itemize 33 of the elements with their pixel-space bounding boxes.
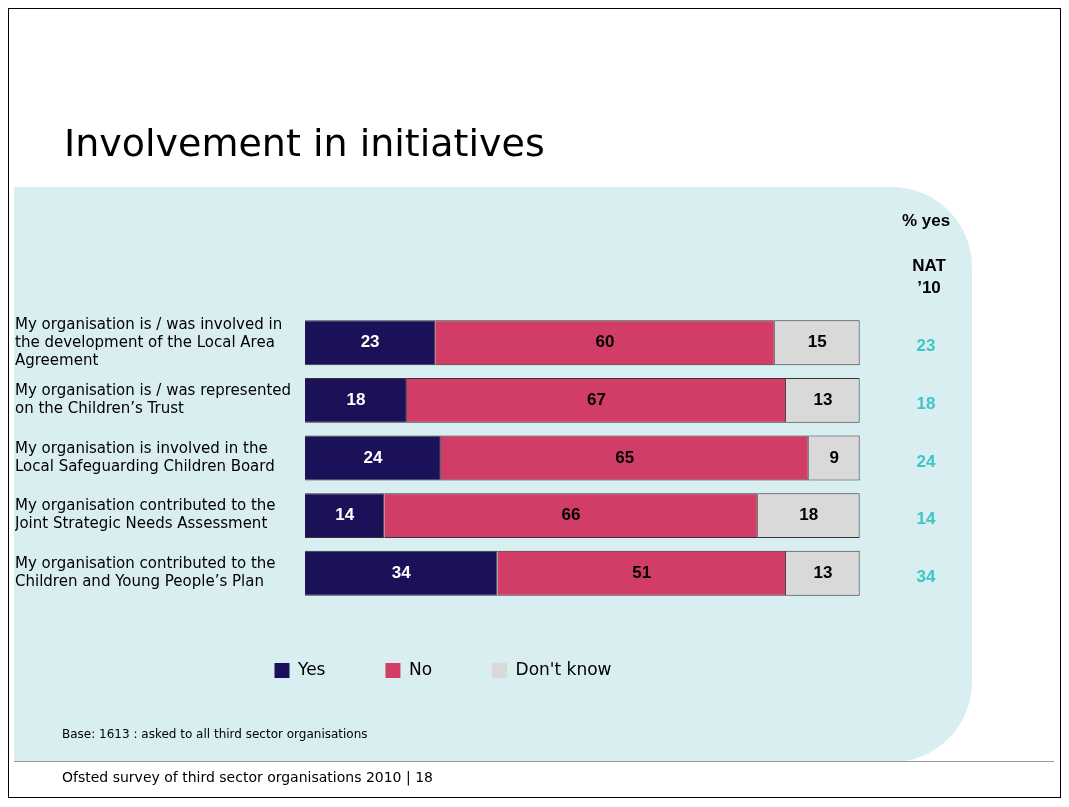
y-tick-label: My organisation is involved in the Local Safeguarding Children Board xyxy=(15,438,275,475)
y-tick-label: My organisation is / was represented on the Children’s Trust xyxy=(15,381,292,418)
data-label: 66 xyxy=(561,505,581,525)
chart-title: Involvement in initiatives xyxy=(64,121,545,165)
data-label: 34 xyxy=(916,566,936,586)
legend-label: Yes xyxy=(297,658,326,679)
data-label: 60 xyxy=(595,332,615,352)
data-label: 13 xyxy=(813,390,833,410)
annotation: 24 xyxy=(363,447,383,467)
legend-label: No xyxy=(408,658,433,679)
annotation: 23 xyxy=(360,332,380,352)
data-label: 67 xyxy=(587,390,606,410)
text: % yes xyxy=(901,210,951,230)
data-label: 9 xyxy=(829,447,839,467)
data-label: 18 xyxy=(916,394,936,414)
text: Ofsted survey of third sector organisations 2010 | 18 xyxy=(62,769,433,785)
y-tick-label: My organisation is / was involved in the development of the Local Area Agreement xyxy=(15,314,283,369)
text: NAT ’10 xyxy=(912,255,947,297)
data-label: 15 xyxy=(807,332,827,352)
data-label: 24 xyxy=(916,451,936,471)
data-label: 13 xyxy=(813,562,833,582)
data-label: 14 xyxy=(916,509,936,529)
legend-label: Don't know xyxy=(515,658,612,679)
y-tick-label: My organisation contributed to the Joint Strategic Needs Assessment xyxy=(14,496,276,533)
data-label: 18 xyxy=(799,505,819,525)
data-label: 51 xyxy=(632,562,652,582)
annotation: 34 xyxy=(391,562,412,582)
data-label: 65 xyxy=(615,447,635,467)
annotation: 14 xyxy=(335,505,355,525)
y-tick-label: My organisation contributed to the Children and Young People’s Plan xyxy=(15,554,276,591)
text: Base: 1613 : asked to all third sector organisations xyxy=(62,727,368,741)
annotation: 18 xyxy=(346,390,366,410)
data-label: 23 xyxy=(916,336,936,356)
